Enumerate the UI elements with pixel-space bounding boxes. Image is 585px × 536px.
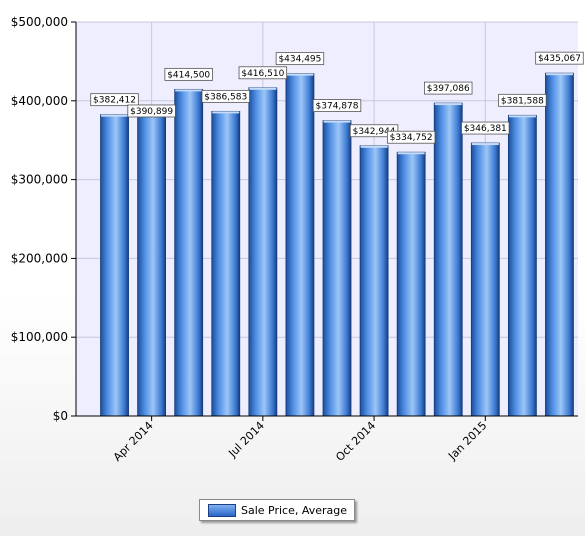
bar-top-highlight [360, 145, 388, 148]
x-tick-label: Jan 2015 [445, 419, 489, 463]
data-label-box [275, 52, 325, 66]
bar-top-highlight [212, 111, 240, 114]
y-tick-label: $200,000 [11, 251, 68, 265]
bar [211, 110, 241, 417]
data-label-box [238, 66, 288, 80]
bar [359, 145, 389, 417]
bar-top-highlight [508, 115, 536, 118]
bar-top-highlight [471, 143, 499, 146]
y-tick-label: $0 [53, 409, 68, 423]
data-label: $386,583 [204, 92, 247, 102]
data-label-box [90, 93, 139, 107]
data-label: $346,381 [464, 124, 507, 134]
bar-top-highlight [101, 114, 129, 117]
bar [100, 114, 129, 417]
bar-top-highlight [397, 152, 425, 155]
data-label-box [498, 93, 547, 107]
bar [433, 102, 463, 417]
data-label-box [349, 124, 399, 138]
y-tick-label: $100,000 [11, 330, 68, 344]
data-label-box [164, 67, 213, 81]
bar-top-highlight [434, 103, 462, 106]
data-label: $435,067 [538, 54, 581, 64]
data-label: $414,500 [167, 70, 210, 80]
bar [322, 120, 352, 417]
legend: Sale Price, Average [199, 499, 355, 521]
legend-swatch [208, 503, 236, 517]
x-tick-label: Jul 2014 [225, 419, 267, 461]
x-tick-label: Apr 2014 [111, 419, 156, 464]
legend-label: Sale Price, Average [241, 503, 348, 517]
bar-top-highlight [286, 73, 314, 76]
data-label: $416,510 [241, 69, 284, 79]
data-label-box [201, 89, 250, 103]
x-tick-label: Oct 2014 [333, 419, 378, 464]
bar [545, 72, 574, 417]
data-label-box [535, 51, 584, 65]
bar [248, 87, 278, 417]
data-label: $390,899 [130, 107, 173, 117]
bar [285, 73, 315, 417]
data-label-box [461, 121, 510, 135]
bar [137, 107, 167, 417]
data-label-box [424, 81, 473, 95]
data-label-box [127, 104, 176, 118]
bar-top-highlight [175, 89, 203, 92]
data-label: $334,752 [390, 133, 433, 143]
data-label: $374,878 [316, 102, 359, 112]
data-label-box [386, 130, 436, 144]
bar-top-highlight [545, 73, 573, 76]
y-tick-label: $500,000 [11, 15, 68, 29]
bar-top-highlight [323, 120, 351, 123]
data-label: $381,588 [501, 96, 544, 106]
y-tick-label: $400,000 [11, 94, 68, 108]
y-tick-label: $300,000 [11, 173, 68, 187]
data-label: $382,412 [93, 96, 136, 106]
data-label: $397,086 [427, 84, 470, 94]
bar-top-highlight [249, 87, 277, 90]
bar [507, 114, 537, 417]
bar [396, 151, 426, 417]
data-label: $434,495 [278, 55, 321, 65]
bar [470, 142, 500, 417]
data-label-box [312, 99, 362, 112]
bar [174, 88, 204, 417]
data-label: $342,944 [353, 127, 396, 137]
